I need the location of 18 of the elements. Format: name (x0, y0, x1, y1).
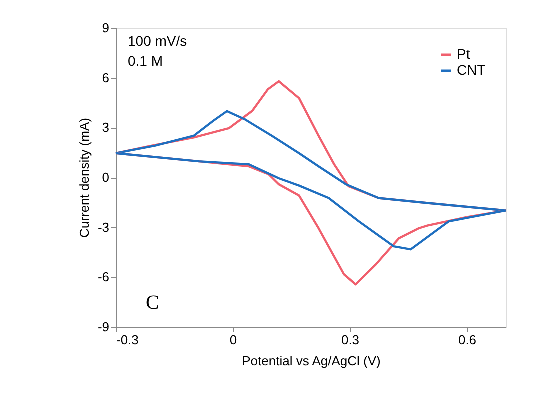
x-axis-title: Potential vs Ag/AgCl (V) (242, 354, 381, 368)
x-tick-label: 0.3 (341, 332, 360, 348)
annotation: C (146, 292, 160, 314)
legend-label: CNT (457, 62, 486, 78)
y-tick-label: 6 (102, 70, 110, 86)
y-tick-label: -9 (98, 320, 110, 334)
y-tick-label: 0 (102, 170, 110, 185)
y-tick-label: 3 (102, 120, 110, 136)
x-tick-label: -0.3 (116, 332, 139, 348)
y-axis-title: Current density (mA) (76, 118, 92, 238)
legend-label: Pt (457, 46, 470, 62)
annotation: 100 mV/s (128, 33, 188, 49)
y-tick-label: -6 (98, 270, 110, 285)
x-tick-label: 0 (230, 332, 238, 348)
y-tick-label: 9 (102, 20, 110, 36)
x-tick-label: 0.6 (458, 332, 477, 348)
y-tick-label: -3 (98, 220, 110, 235)
annotation: 0.1 M (128, 53, 164, 69)
